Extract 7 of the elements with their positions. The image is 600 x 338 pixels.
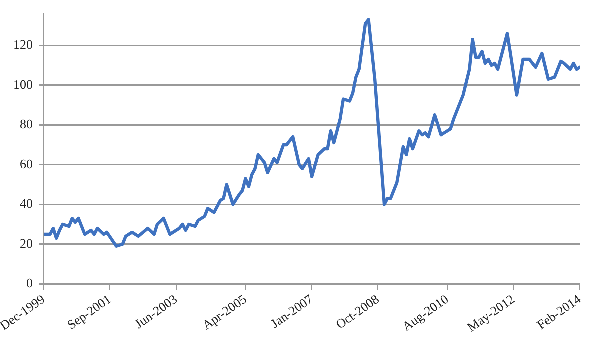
y-tick-label: 40	[20, 196, 33, 212]
y-tick-label: 120	[13, 37, 33, 52]
y-tick-label: 100	[13, 76, 33, 92]
y-tick-label: 80	[20, 116, 33, 132]
y-tick-label: 20	[20, 236, 33, 251]
y-tick-label: 60	[20, 156, 33, 172]
y-tick-label: 0	[26, 276, 33, 291]
